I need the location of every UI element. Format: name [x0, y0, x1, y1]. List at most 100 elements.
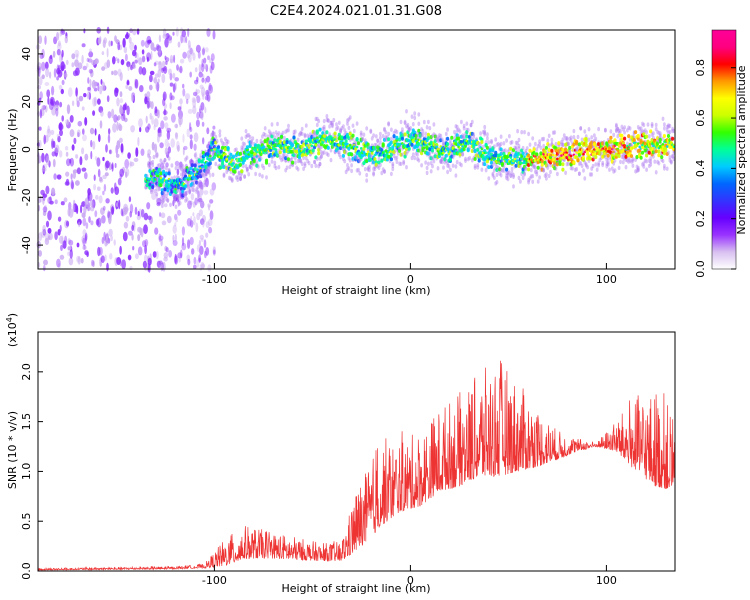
heatmap-cell [535, 169, 539, 174]
heatmap-cell [332, 117, 336, 123]
heatmap-cell [302, 155, 305, 161]
heatmap-cell [373, 146, 377, 151]
heatmap-cell [150, 42, 155, 51]
heatmap-cell [571, 166, 574, 171]
heatmap-cell [138, 57, 143, 66]
heatmap-cell [653, 159, 657, 164]
heatmap-cell [214, 161, 218, 167]
heatmap-cell [383, 127, 386, 133]
heatmap-cell [634, 169, 637, 174]
heatmap-cell [65, 119, 70, 126]
heatmap-cell [157, 128, 161, 133]
heatmap-cell [281, 156, 285, 162]
heatmap-cell [182, 191, 186, 197]
heatmap-cell [391, 145, 395, 150]
heatmap-cell [199, 245, 204, 255]
heatmap-cell [369, 157, 373, 162]
heatmap-cell [329, 148, 333, 153]
heatmap-cell [182, 83, 185, 89]
heatmap-cell [630, 159, 633, 164]
heatmap-cell [86, 62, 89, 68]
heatmap-cell [255, 163, 259, 168]
heatmap-cell [58, 84, 63, 90]
heatmap-cell [180, 164, 183, 169]
heatmap-cell [429, 161, 433, 166]
heatmap-cell [136, 28, 140, 35]
heatmap-cell [116, 121, 119, 132]
heatmap-cell [137, 234, 141, 242]
heatmap-cell [147, 39, 152, 44]
heatmap-cell [357, 167, 360, 173]
heatmap-cell [245, 168, 249, 173]
heatmap-cell [640, 150, 645, 155]
heatmap-cell [575, 146, 578, 152]
heatmap-cell [43, 259, 48, 266]
heatmap-cell [322, 150, 326, 155]
heatmap-cell [284, 156, 288, 161]
heatmap-cell [567, 161, 570, 166]
heatmap-cell [569, 154, 573, 158]
heatmap-cell [298, 132, 301, 137]
heatmap-cell [166, 215, 172, 224]
heatmap-cell [399, 152, 403, 157]
heatmap-cell [209, 210, 214, 221]
heatmap-cell [646, 122, 650, 127]
heatmap-cell [189, 134, 193, 140]
heatmap-cell [580, 163, 584, 169]
heatmap-cell [244, 164, 248, 169]
heatmap-cell [546, 142, 550, 147]
heatmap-cell [205, 89, 210, 97]
heatmap-cell [189, 236, 194, 246]
heatmap-cell [454, 124, 458, 129]
heatmap-cell [321, 126, 325, 131]
heatmap-cell [117, 115, 121, 120]
heatmap-cell [615, 122, 618, 128]
heatmap-cell [122, 231, 128, 242]
heatmap-cell [500, 163, 505, 168]
snr-x-tick-label: -100 [202, 574, 227, 587]
heatmap-cell [166, 188, 170, 193]
heatmap-cell [273, 138, 277, 143]
heatmap-cell [392, 149, 396, 154]
heatmap-cell [44, 35, 47, 45]
heatmap-cell [587, 137, 591, 142]
heatmap-cell [232, 154, 236, 159]
colorbar-tick-label: 0.8 [694, 59, 707, 77]
heatmap-cell [119, 91, 123, 98]
heatmap-cell [270, 122, 274, 127]
heatmap-cell [299, 130, 303, 135]
heatmap-cell [53, 36, 58, 45]
heatmap-cell [148, 84, 153, 91]
heatmap-cell [293, 155, 297, 161]
colorbar-tick-label: 0.6 [694, 109, 707, 127]
heatmap-cell [82, 65, 88, 71]
heatmap-cell [399, 119, 403, 125]
heatmap-cell [505, 173, 508, 179]
heatmap-cell [368, 167, 371, 173]
heatmap-cell [554, 142, 558, 147]
heatmap-cell [181, 193, 185, 198]
heatmap-cell [406, 125, 410, 130]
heatmap-cell [195, 189, 199, 194]
heatmap-cell [355, 121, 359, 126]
heatmap-cell [151, 141, 155, 151]
heatmap-cell [239, 174, 242, 179]
heatmap-cell [289, 138, 293, 143]
heatmap-cell [127, 254, 132, 261]
heatmap-cell [509, 140, 513, 145]
heatmap-cell [343, 159, 347, 164]
heatmap-cell [139, 85, 144, 93]
heatmap-cell [164, 122, 169, 129]
heatmap-cell [421, 128, 425, 134]
heatmap-cell [584, 142, 588, 147]
heatmap-cell [583, 176, 587, 181]
heatmap-cell [63, 197, 68, 203]
heatmap-cell [524, 148, 528, 154]
heatmap-cell [414, 151, 418, 156]
heatmap-cell [359, 137, 363, 142]
heatmap-cell [300, 144, 304, 149]
heatmap-cell [422, 119, 426, 125]
heatmap-cell [226, 139, 230, 144]
heatmap-cell [417, 158, 421, 163]
heatmap-cell [172, 83, 176, 93]
